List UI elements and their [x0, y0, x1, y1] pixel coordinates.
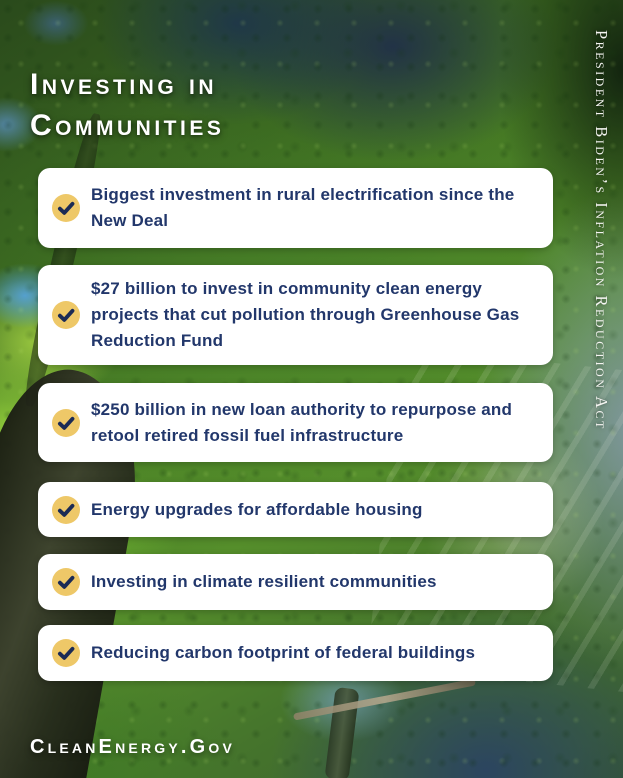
page-title: Investing in Communities [30, 68, 225, 143]
list-item-text: $250 billion in new loan authority to re… [91, 399, 513, 445]
list-item-text: $27 billion to invest in community clean… [91, 279, 520, 350]
list-item-text: Reducing carbon footprint of federal bui… [91, 643, 476, 662]
side-banner: President Biden’s Inflation Reduction Ac… [592, 30, 611, 431]
list-item: Investing in climate resilient communiti… [38, 554, 553, 610]
list-item: Energy upgrades for affordable housing [38, 482, 553, 537]
list-item: Reducing carbon footprint of federal bui… [38, 625, 553, 681]
list-item-text: Biggest investment in rural electrificat… [91, 185, 515, 230]
list-item: $250 billion in new loan authority to re… [38, 383, 553, 462]
check-icon [52, 301, 80, 329]
list-item-text: Energy upgrades for affordable housing [91, 499, 423, 519]
list-item-text: Investing in climate resilient communiti… [91, 572, 437, 591]
check-icon [52, 568, 80, 596]
footer-link[interactable]: CleanEnergy.Gov [30, 736, 236, 758]
check-icon [52, 639, 80, 667]
check-icon [52, 194, 80, 222]
list-item: Biggest investment in rural electrificat… [38, 168, 553, 248]
list-item: $27 billion to invest in community clean… [38, 265, 553, 365]
check-icon [52, 495, 80, 524]
check-icon [52, 408, 80, 437]
